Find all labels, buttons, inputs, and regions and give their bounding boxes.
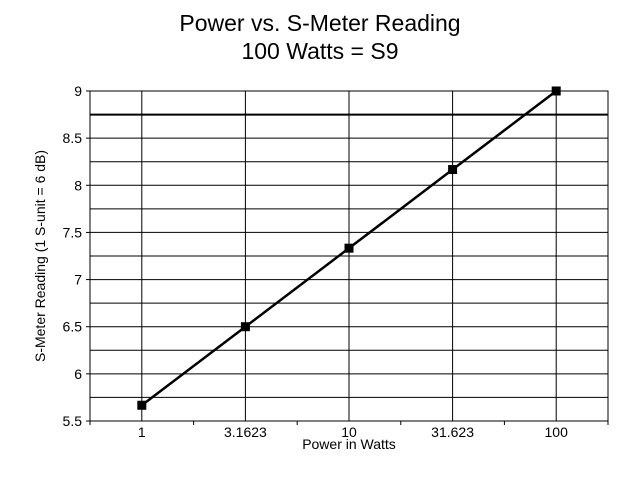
chart-subtitle: 100 Watts = S9 (241, 38, 399, 64)
data-point (137, 400, 147, 410)
y-tick-label: 7.5 (63, 224, 83, 240)
y-tick-label: 8 (74, 177, 82, 193)
y-tick-label: 8.5 (63, 130, 83, 146)
y-tick-label: 7 (74, 272, 82, 288)
chart-title: Power vs. S-Meter Reading (179, 10, 461, 36)
data-point (448, 165, 458, 175)
data-point (551, 86, 561, 96)
plot-border (89, 90, 609, 422)
x-tick-label: 100 (545, 424, 569, 440)
x-axis-label: Power in Watts (302, 436, 396, 452)
data-point (240, 322, 250, 332)
y-tick-label: 5.5 (63, 413, 83, 429)
x-tick-label: 10 (341, 424, 357, 440)
x-tick-label: 1 (138, 424, 146, 440)
y-tick-label: 9 (74, 83, 82, 99)
y-tick-label: 6 (74, 366, 82, 382)
y-tick-label: 6.5 (63, 319, 83, 335)
x-tick-label: 3.1623 (224, 424, 267, 440)
data-point (344, 243, 354, 253)
x-tick-label: 31.623 (431, 424, 474, 440)
y-axis-label: S-Meter Reading (1 S-unit = 6 dB) (32, 150, 48, 362)
